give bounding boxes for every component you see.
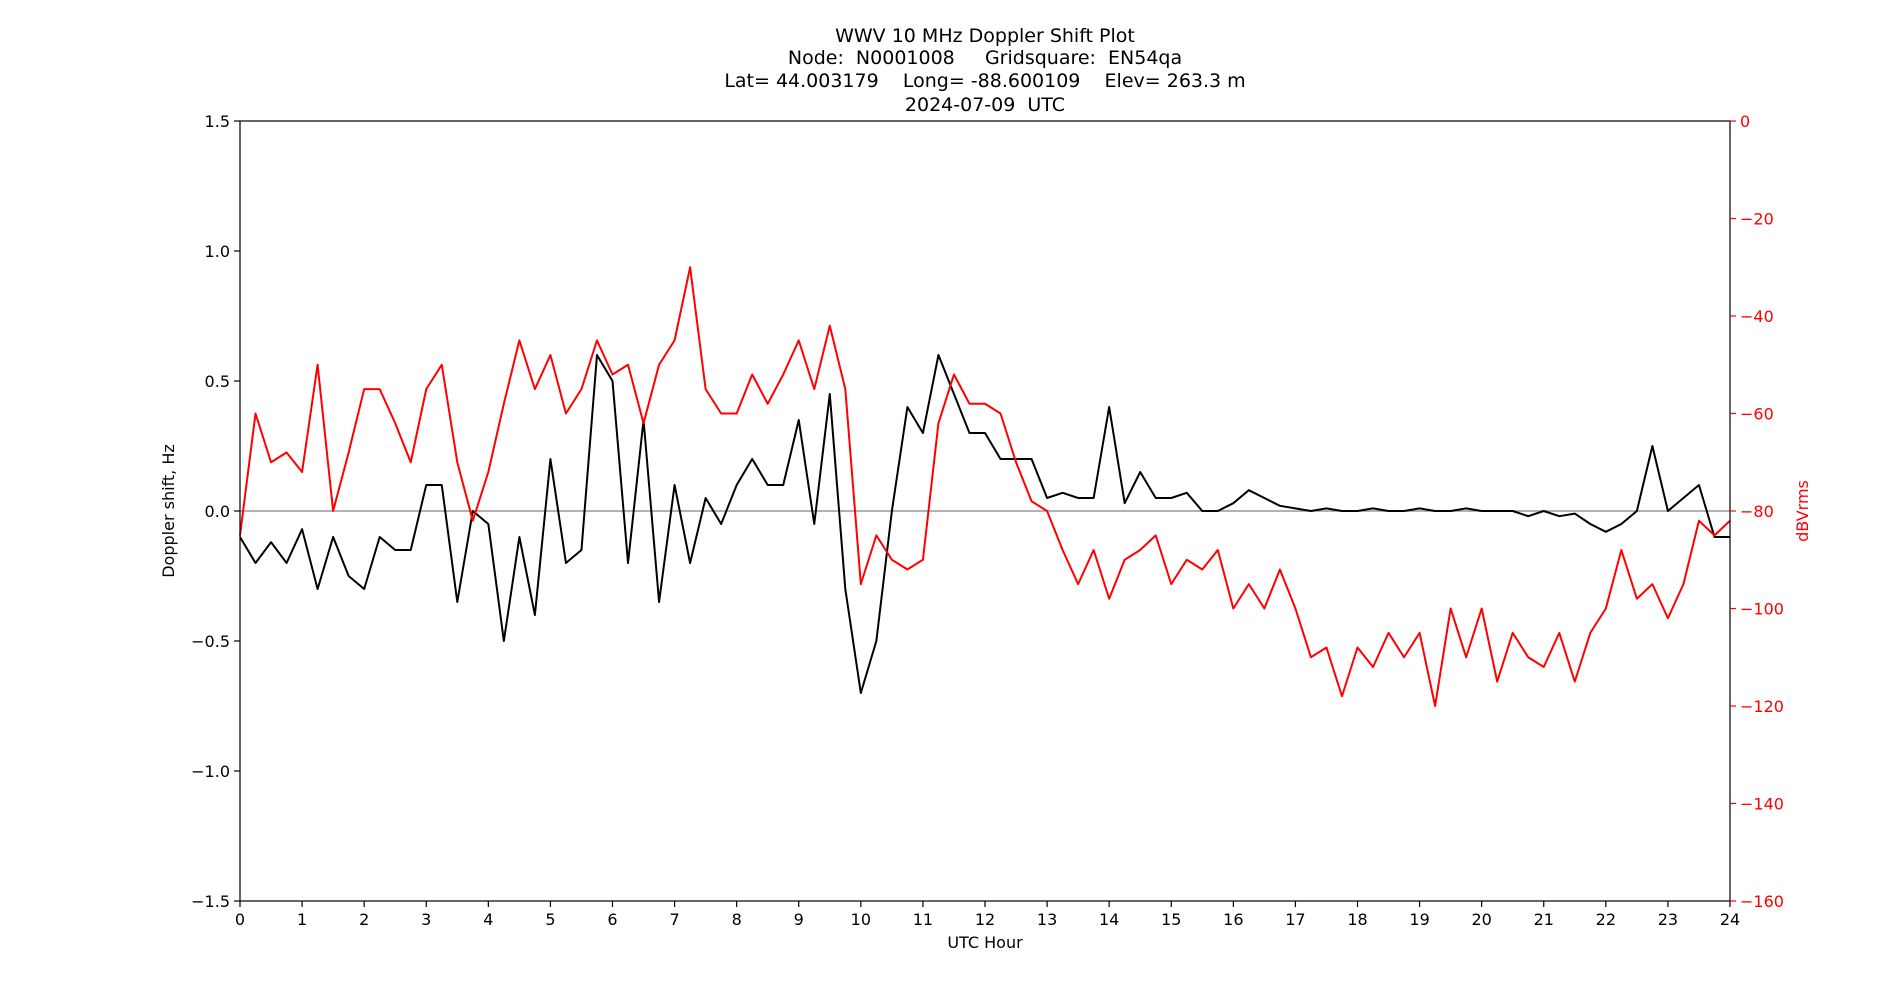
y2-tick-label: −20 [1740,210,1774,229]
x-tick-label: 15 [1161,910,1181,929]
chart-subtitle: Lat= 44.003179 Long= -88.600109 Elev= 26… [724,70,1245,92]
x-tick-label: 18 [1347,910,1367,929]
x-tick-label: 0 [235,910,245,929]
y2-tick-label: −160 [1740,892,1784,911]
x-tick-label: 21 [1534,910,1554,929]
x-tick-label: 19 [1409,910,1429,929]
y-tick-label: 1.5 [205,112,230,131]
x-tick-label: 16 [1223,910,1243,929]
x-tick-label: 5 [545,910,555,929]
x-tick-label: 22 [1596,910,1616,929]
chart-title: WWV 10 MHz Doppler Shift Plot [835,25,1135,47]
y-axis-label: Doppler shift, Hz [159,444,178,578]
y2-tick-label: −100 [1740,600,1784,619]
x-tick-label: 7 [669,910,679,929]
y2-axis-label: dBVrms [1793,480,1812,542]
x-tick-label: 17 [1285,910,1305,929]
x-tick-label: 9 [794,910,804,929]
x-tick-label: 10 [851,910,871,929]
y-tick-label: −1.5 [191,892,230,911]
y2-tick-label: −140 [1740,795,1784,814]
x-tick-label: 14 [1099,910,1119,929]
x-axis-label: UTC Hour [947,933,1023,952]
x-tick-label: 2 [359,910,369,929]
y2-tick-label: −120 [1740,697,1784,716]
x-tick-label: 20 [1471,910,1491,929]
x-tick-label: 3 [421,910,431,929]
x-tick-label: 1 [297,910,307,929]
x-tick-label: 13 [1037,910,1057,929]
x-tick-label: 12 [975,910,995,929]
x-tick-label: 24 [1720,910,1740,929]
x-tick-label: 8 [732,910,742,929]
chart-subtitle: Node: N0001008 Gridsquare: EN54qa [788,47,1182,69]
x-tick-label: 4 [483,910,493,929]
y-tick-label: −1.0 [191,762,230,781]
x-tick-label: 11 [913,910,933,929]
y-tick-label: −0.5 [191,632,230,651]
y2-tick-label: −40 [1740,307,1774,326]
y-tick-label: 1.0 [205,242,230,261]
y2-tick-label: 0 [1740,112,1750,131]
x-tick-label: 6 [607,910,617,929]
data-line [239,354,1730,694]
x-tick-label: 23 [1658,910,1678,929]
y2-tick-label: −80 [1740,502,1774,521]
chart-subtitle: 2024-07-09 UTC [905,94,1065,116]
y-tick-label: 0.0 [205,502,230,521]
data-line [239,266,1731,707]
y-tick-label: 0.5 [205,372,230,391]
y2-tick-label: −60 [1740,405,1774,424]
